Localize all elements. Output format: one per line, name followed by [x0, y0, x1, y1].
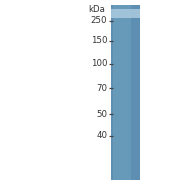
Text: 100: 100 [91, 59, 107, 68]
Bar [111, 5, 140, 180]
Text: 150: 150 [91, 36, 107, 45]
Text: 50: 50 [96, 110, 107, 119]
Text: 250: 250 [91, 16, 107, 25]
Text: 40: 40 [96, 131, 107, 140]
Bar [111, 8, 140, 19]
Bar [113, 5, 131, 180]
Text: 70: 70 [96, 84, 107, 93]
Text: kDa: kDa [88, 5, 105, 14]
